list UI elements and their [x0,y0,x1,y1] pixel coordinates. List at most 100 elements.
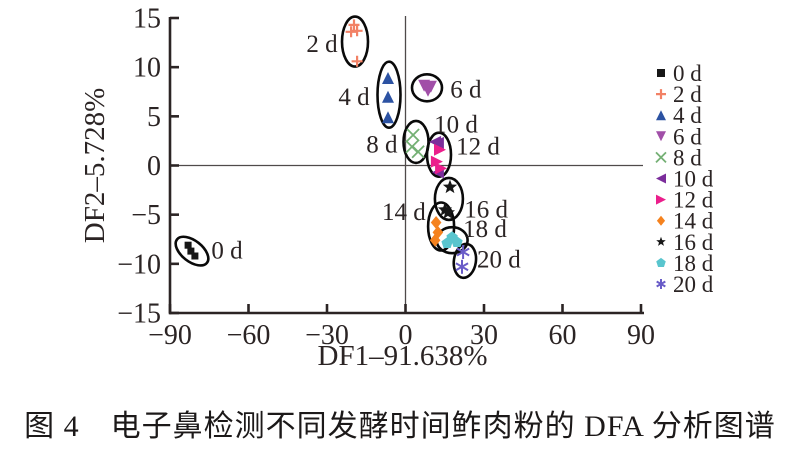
triangle-down-marker [656,131,666,142]
legend-item-0-d: 0 d [657,61,702,86]
legend-item-14-d: 14 d [656,209,714,234]
cluster-ellipse [425,131,453,178]
plus-marker [656,89,666,100]
triangle-right-marker [430,155,443,168]
triangle-right-marker [435,162,448,175]
triangle-right-marker [434,143,446,156]
x-marker [655,151,667,164]
cluster-label: 14 d [382,199,426,226]
triangle-left-marker [656,173,666,184]
pentagon-marker [656,257,666,267]
plus-marker [348,19,360,31]
legend-label: 4 d [673,103,702,128]
series-14-d [429,216,444,247]
legend-label: 16 d [673,230,714,255]
legend-label: 12 d [673,188,714,213]
square-marker [191,252,199,260]
x-tick-label: −90 [148,320,192,351]
x-marker [406,128,420,142]
star-marker [437,202,453,216]
y-tick-label: −15 [117,299,161,330]
tick-labels: −15 −10 −5 0 5 10 15 −90 −60 −30 0 30 60 90 [117,4,655,352]
series-18-d [441,231,463,249]
legend-item-10-d: 10 d [656,167,714,192]
diamond-marker [656,215,666,226]
asterisk-marker [456,245,470,259]
triangle-up-marker [382,111,394,124]
cluster-label: 0 d [211,238,243,265]
cluster-label: 16 d [464,196,508,223]
triangle-up-marker [382,90,394,103]
legend-label: 18 d [673,251,714,276]
plus-marker [351,25,363,37]
square-marker [187,247,195,255]
triangle-left-marker [431,136,444,149]
legend: 0 d2 d4 d6 d8 d10 d12 d14 d16 d18 d20 d [655,61,714,297]
legend-item-8-d: 8 d [655,145,702,170]
cluster-label: 12 d [456,133,500,160]
y-tick-label: −10 [117,249,161,280]
square-marker [657,69,665,77]
x-tick-label: −30 [305,320,349,351]
x-tick-label: 60 [549,320,577,351]
y-tick-label: 5 [147,102,161,133]
cluster-label: 6 d [450,76,482,103]
series-20-d [455,245,470,274]
cluster-ellipse [376,60,402,129]
legend-label: 0 d [673,61,702,86]
star-marker [656,236,666,246]
y-tick-label: 0 [147,151,161,182]
legend-label: 2 d [673,82,702,107]
asterisk-marker [656,279,666,289]
cluster-ellipse [410,73,444,103]
series-2-d [345,19,363,67]
cluster-ellipse [340,15,370,68]
dfa-scatter-chart: −15 −10 −5 0 5 10 15 −90 −60 −30 0 30 60 90 DF1–91.638… [79,4,714,373]
triangle-up-marker [656,110,666,121]
star-marker [440,205,456,219]
cluster-ellipse [433,176,465,222]
asterisk-marker [455,259,469,274]
series-0-d [184,241,199,260]
legend-item-16-d: 16 d [656,230,714,255]
legend-item-20-d: 20 d [656,272,714,297]
cluster-ellipse [174,235,210,267]
cluster-label: 8 d [366,131,398,158]
pentagon-marker [451,236,463,248]
cluster-ellipse [452,242,478,280]
axes [168,16,644,315]
y-tick-label: 15 [133,4,161,35]
plus-marker [351,55,363,67]
y-tick-label: 10 [133,53,161,84]
zero-lines [170,16,643,313]
pentagon-marker [441,237,453,249]
diamond-marker [430,216,442,229]
legend-label: 10 d [673,167,714,192]
cluster-labels: 0 d 2 d4 d 6 d 8 d 10 d12 d 14 d 16 d18 d 20 d [211,31,521,273]
legend-label: 6 d [673,124,702,149]
cluster-label: 20 d [477,246,521,273]
legend-label: 14 d [673,209,714,234]
cluster-label: 18 d [463,216,507,243]
y-tick-label: −5 [131,200,161,231]
legend-item-4-d: 4 d [656,103,702,128]
series-4-d [382,72,394,124]
legend-item-18-d: 18 d [656,251,714,276]
x-tick-label: 0 [399,320,413,351]
series-6-d [418,79,437,97]
triangle-right-marker [656,194,666,205]
x-marker [411,145,425,159]
star-marker [442,179,458,194]
series-16-d [437,179,458,219]
triangle-up-marker [382,72,394,84]
cluster-label: 2 d [306,31,338,58]
square-marker [184,241,192,249]
x-tick-label: −60 [227,320,271,351]
legend-label: 8 d [673,145,702,170]
y-axis-label: DF2–5.728% [79,88,111,243]
cluster-label: 4 d [338,84,370,111]
triangle-down-marker [422,84,434,97]
legend-item-12-d: 12 d [656,188,714,213]
x-tick-label: 90 [627,320,655,351]
